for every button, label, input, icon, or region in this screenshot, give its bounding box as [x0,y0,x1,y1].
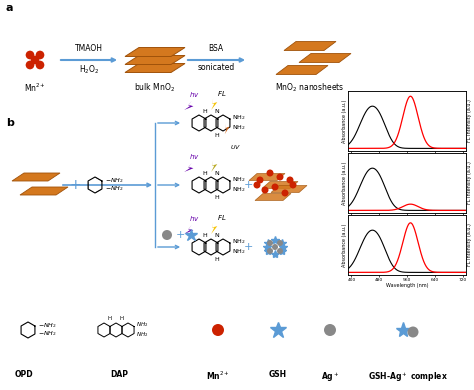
Text: N: N [215,233,219,238]
Y-axis label: FL Intensity (a.u.): FL Intensity (a.u.) [467,99,473,142]
Circle shape [26,51,34,59]
Circle shape [36,61,45,69]
Text: MnO$_2$ nanosheets: MnO$_2$ nanosheets [275,82,345,94]
Text: a: a [6,3,13,13]
Text: NH$_2$: NH$_2$ [232,248,246,257]
Y-axis label: Absorbance (a.u.): Absorbance (a.u.) [342,161,346,205]
Text: $NH_2$: $NH_2$ [136,331,148,339]
Text: $UV$: $UV$ [230,143,242,151]
Polygon shape [125,55,185,64]
Polygon shape [211,222,217,234]
Y-axis label: Absorbance (a.u.): Absorbance (a.u.) [342,99,346,143]
Text: DAP: DAP [110,370,128,379]
Text: H: H [202,109,207,114]
Circle shape [267,248,273,254]
Text: $+$: $+$ [243,241,253,252]
Polygon shape [262,181,298,188]
Polygon shape [299,53,351,62]
Circle shape [277,248,283,254]
X-axis label: Wavelength (nm): Wavelength (nm) [386,159,428,164]
Circle shape [26,61,34,69]
Polygon shape [225,123,229,134]
Text: $hv$: $hv$ [189,90,200,99]
Polygon shape [211,98,217,110]
Text: $hv$: $hv$ [189,214,200,223]
Text: H: H [108,316,112,321]
Circle shape [266,170,273,177]
Polygon shape [184,225,193,234]
Text: NH$_2$: NH$_2$ [232,176,246,184]
Polygon shape [125,64,185,73]
Text: GSH: GSH [269,370,287,379]
Text: NH$_2$: NH$_2$ [232,113,246,122]
Text: $NH_2$: $NH_2$ [136,321,148,330]
Circle shape [282,190,289,197]
Circle shape [276,174,283,181]
Text: H$_2$O$_2$: H$_2$O$_2$ [79,63,99,76]
Circle shape [272,184,279,190]
Circle shape [36,51,45,59]
Polygon shape [271,186,307,193]
Text: b: b [6,118,14,128]
Circle shape [256,177,264,184]
Polygon shape [276,66,328,74]
Circle shape [262,186,268,193]
Text: $FL$: $FL$ [217,213,227,222]
Text: H: H [215,195,219,200]
Circle shape [254,181,261,188]
Text: N: N [215,109,219,114]
Circle shape [324,324,336,336]
Text: Ag$^+$: Ag$^+$ [321,370,339,384]
Text: H: H [120,316,124,321]
Circle shape [31,56,39,64]
Text: H: H [202,171,207,176]
Text: BSA: BSA [209,44,224,53]
Text: N: N [215,171,219,176]
Text: $-NH_2$: $-NH_2$ [38,330,57,339]
Y-axis label: FL Intensity (a.u.): FL Intensity (a.u.) [467,161,473,204]
Text: H: H [202,233,207,238]
Text: bulk MnO$_2$: bulk MnO$_2$ [135,82,175,94]
Polygon shape [12,173,60,181]
Text: Mn$^{2+}$: Mn$^{2+}$ [206,370,230,383]
Text: $+$: $+$ [243,179,253,190]
Text: $hv$: $hv$ [189,152,200,161]
X-axis label: Wavelength (nm): Wavelength (nm) [386,221,428,226]
Text: NH$_2$: NH$_2$ [232,186,246,195]
Text: $-NH_2$: $-NH_2$ [38,321,57,330]
Circle shape [212,324,224,336]
Text: H: H [215,257,219,262]
Circle shape [277,240,283,246]
Polygon shape [125,48,185,57]
Polygon shape [184,163,193,172]
Text: NH$_2$: NH$_2$ [232,124,246,133]
Text: Mn$^{2+}$: Mn$^{2+}$ [24,82,46,94]
Circle shape [286,177,293,184]
X-axis label: Wavelength (nm): Wavelength (nm) [386,283,428,288]
Text: NH$_2$: NH$_2$ [232,238,246,246]
Text: TMAOH: TMAOH [75,44,103,53]
Polygon shape [184,101,193,110]
Text: $FL$: $FL$ [217,89,227,98]
Polygon shape [20,187,68,195]
Text: OPD: OPD [15,370,33,379]
Text: $-NH_2$: $-NH_2$ [105,184,124,193]
Polygon shape [211,160,217,172]
Polygon shape [284,41,336,50]
Text: $+$: $+$ [69,178,81,192]
Text: sonicated: sonicated [197,63,235,72]
Y-axis label: Absorbance (a.u.): Absorbance (a.u.) [342,223,346,267]
Circle shape [408,326,419,337]
Text: $-NH_2$: $-NH_2$ [105,177,124,186]
Y-axis label: FL Intensity (a.u.): FL Intensity (a.u.) [467,223,473,266]
Polygon shape [255,193,291,200]
Circle shape [290,181,297,188]
Text: H: H [215,133,219,138]
Text: GSH-Ag$^+$ complex: GSH-Ag$^+$ complex [368,370,448,384]
Text: $+$: $+$ [175,229,185,241]
Circle shape [162,230,172,240]
Polygon shape [249,174,285,181]
Circle shape [267,240,273,246]
Circle shape [272,244,278,250]
